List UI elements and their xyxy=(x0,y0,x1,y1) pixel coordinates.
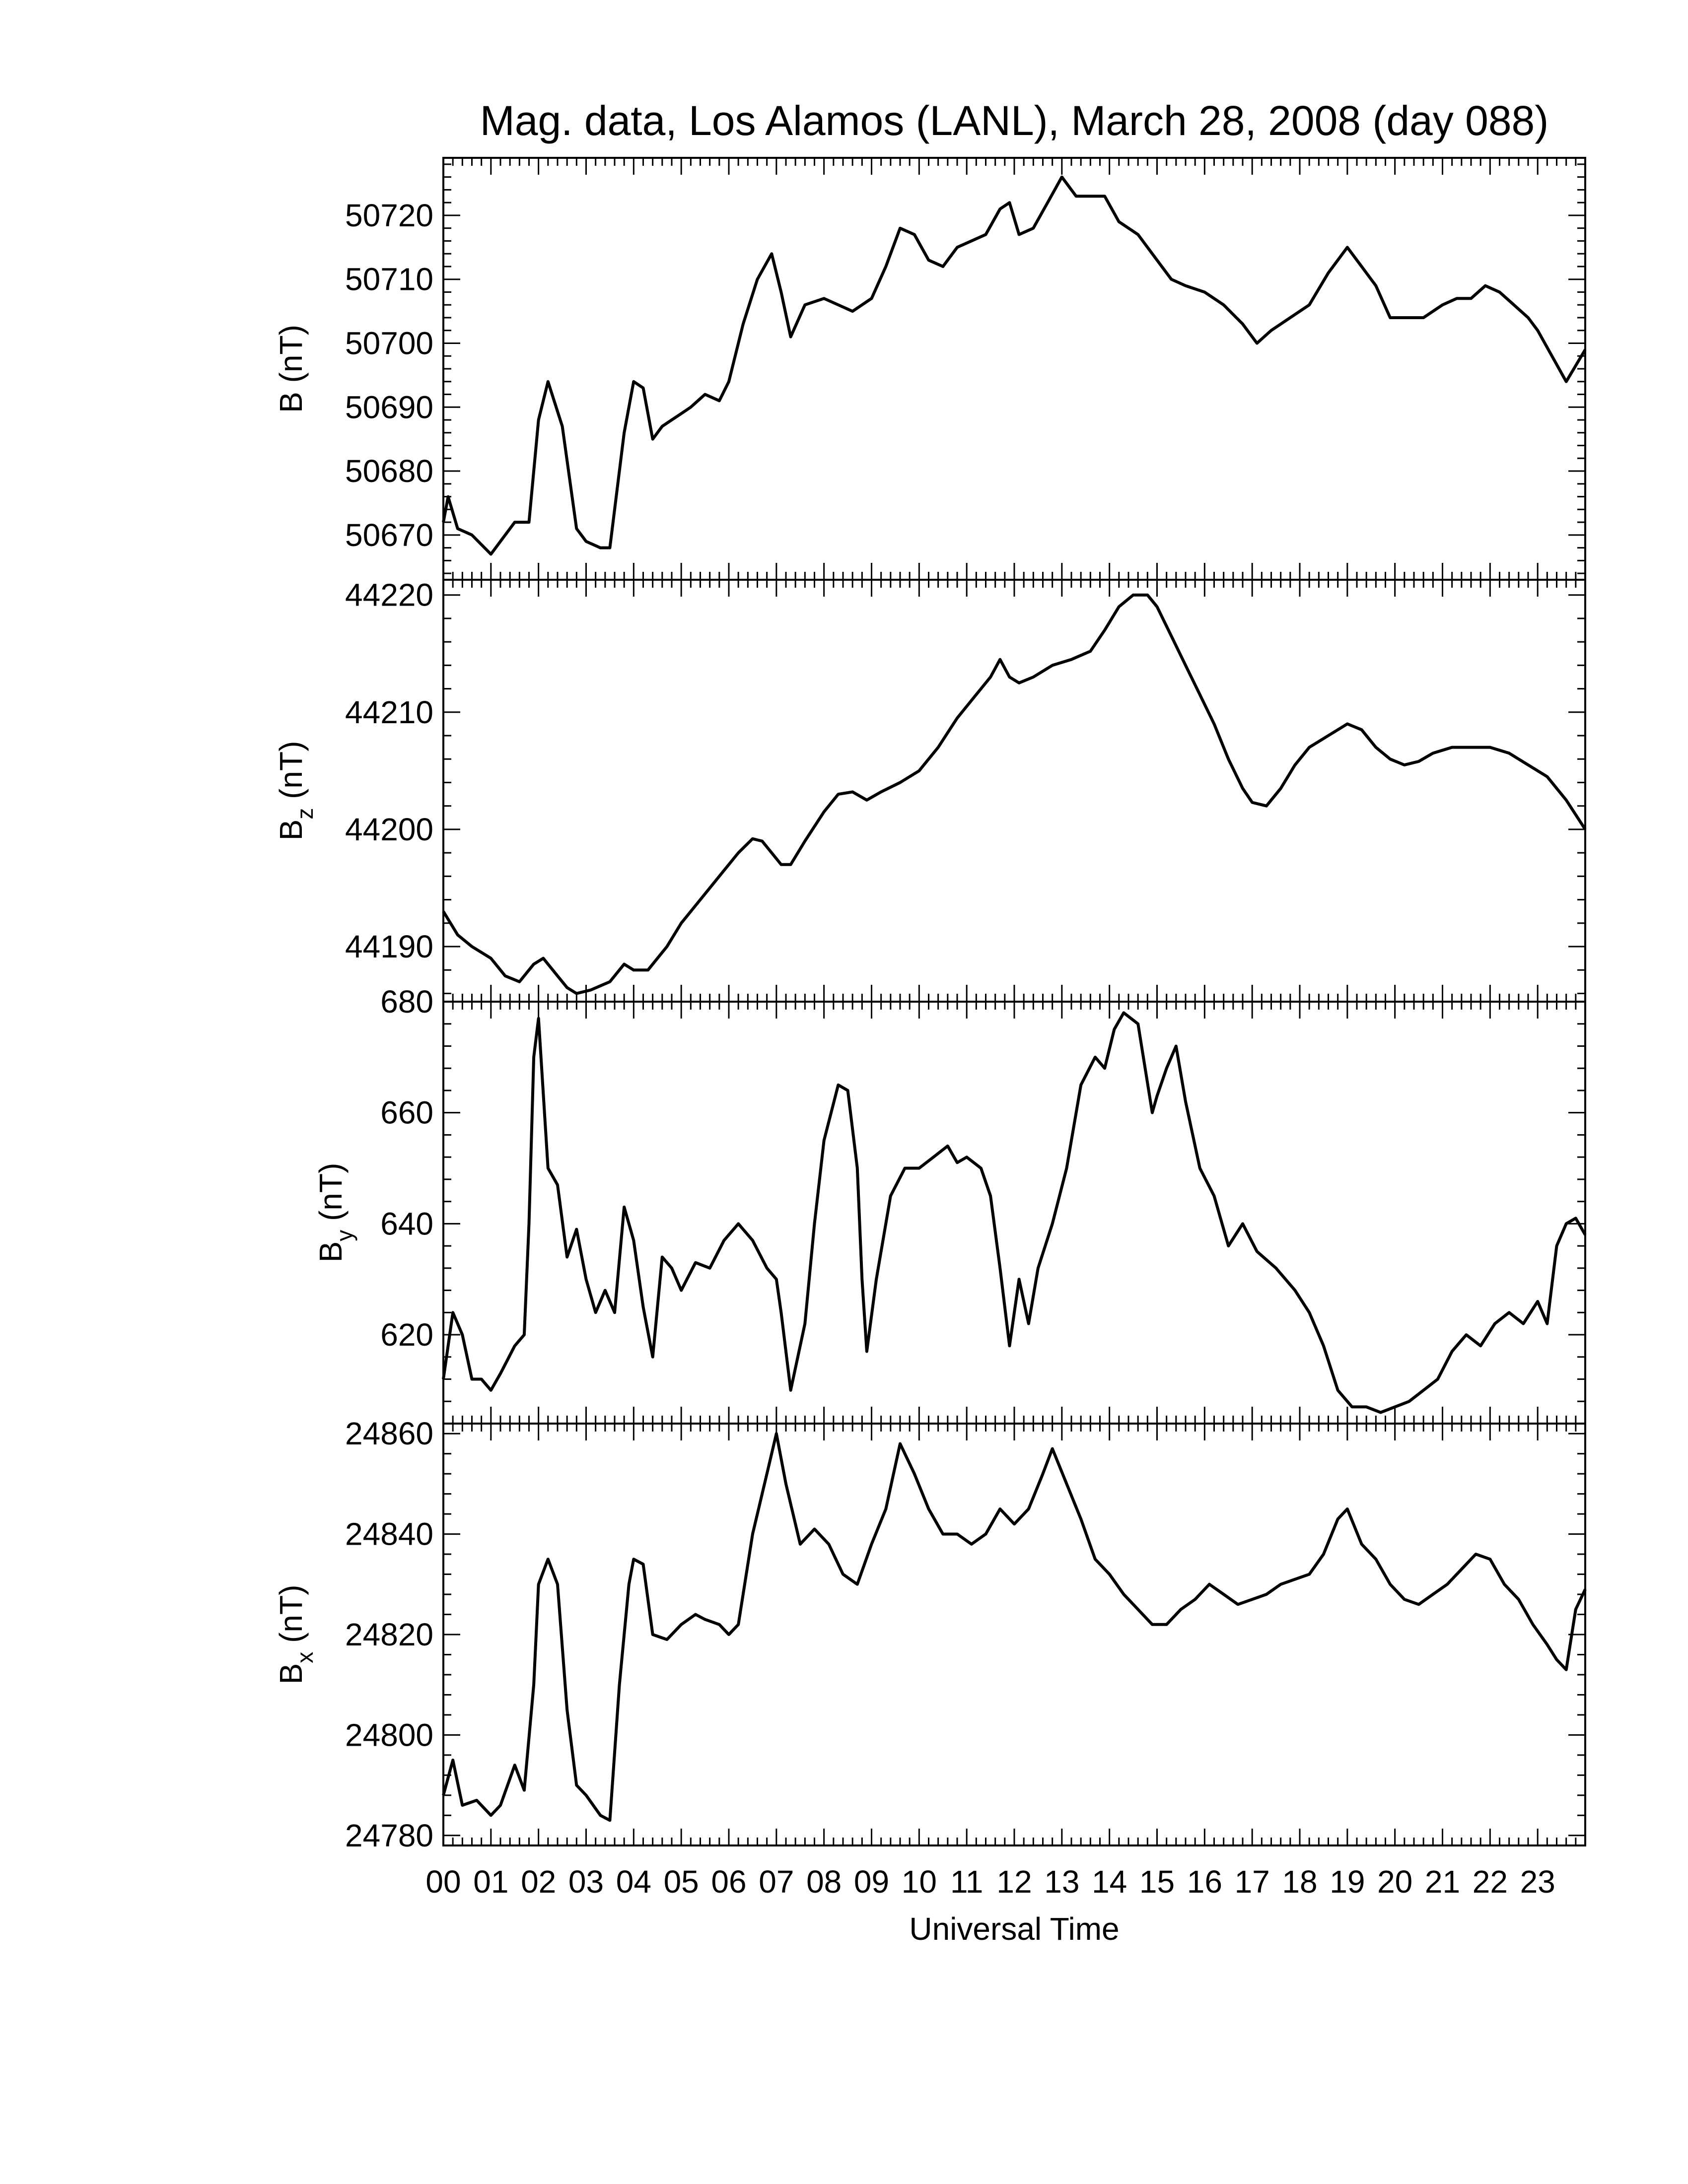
x-axis-label: Universal Time xyxy=(909,1911,1119,1947)
x-tick-label: 06 xyxy=(711,1864,746,1900)
y-tick-label: 50670 xyxy=(345,517,433,553)
data-line xyxy=(442,593,1587,995)
y-tick-label: 44200 xyxy=(345,812,433,847)
x-tick-labels: 00 01 02 03 04 05 06 07 08 09 10 11 12 13 14 15 16 17 18 19… xyxy=(425,1864,1555,1900)
y-tick-label: 24800 xyxy=(345,1717,433,1753)
x-tick-label: 04 xyxy=(616,1864,651,1900)
x-tick-label: 09 xyxy=(854,1864,889,1900)
x-tick-label: 22 xyxy=(1473,1864,1508,1900)
y-axis-label: B (nT) xyxy=(273,325,309,413)
x-tick-label: 01 xyxy=(473,1864,508,1900)
y-tick-label: 24780 xyxy=(345,1818,433,1853)
x-tick-label: 15 xyxy=(1139,1864,1175,1900)
x-tick-label: 08 xyxy=(806,1864,842,1900)
y-tick-label: 620 xyxy=(380,1317,433,1353)
x-tick-label: 18 xyxy=(1282,1864,1317,1900)
y-tick-label: 50710 xyxy=(345,262,433,297)
x-tick-label: 07 xyxy=(759,1864,794,1900)
x-tick-label: 11 xyxy=(950,1864,983,1900)
panel-2: 620 640 660 680 By (nT) xyxy=(313,984,1587,1425)
panel-frame xyxy=(442,579,1586,1003)
y-axis-label: Bx (nT) xyxy=(273,1585,318,1685)
y-tick-label: 680 xyxy=(380,984,433,1020)
panels: 50670 50680 50690 50700 50710 50720 B (nT) 4419… xyxy=(273,157,1587,1853)
panel-0: 50670 50680 50690 50700 50710 50720 B (nT) xyxy=(273,157,1587,581)
x-tick-label: 00 xyxy=(425,1864,461,1900)
x-tick-label: 13 xyxy=(1044,1864,1079,1900)
x-tick-label: 23 xyxy=(1520,1864,1555,1900)
x-tick-label: 20 xyxy=(1377,1864,1412,1900)
y-axis-label: By (nT) xyxy=(313,1163,357,1263)
y-tick-label: 44220 xyxy=(345,577,433,613)
y-tick-label: 24840 xyxy=(345,1516,433,1552)
y-tick-label: 24860 xyxy=(345,1416,433,1451)
y-tick-label: 44190 xyxy=(345,929,433,964)
x-tick-label: 02 xyxy=(521,1864,556,1900)
panel-1: 44190 44200 44210 44220 Bz (nT) xyxy=(273,577,1587,1003)
y-tick-label: 640 xyxy=(380,1206,433,1241)
data-line xyxy=(442,175,1587,556)
x-tick-label: 17 xyxy=(1235,1864,1270,1900)
data-line xyxy=(442,1432,1587,1822)
x-tick-label: 16 xyxy=(1187,1864,1222,1900)
x-tick-label: 19 xyxy=(1330,1864,1365,1900)
y-tick-label: 50720 xyxy=(345,198,433,233)
y-tick-label: 660 xyxy=(380,1095,433,1131)
y-tick-label: 50690 xyxy=(345,389,433,425)
y-tick-label: 50700 xyxy=(345,325,433,361)
x-tick-label: 12 xyxy=(996,1864,1032,1900)
panel-frame xyxy=(442,1001,1586,1425)
y-axis-label: Bz (nT) xyxy=(273,741,318,841)
x-tick-label: 21 xyxy=(1425,1864,1460,1900)
data-line xyxy=(442,1011,1587,1414)
y-tick-label: 44210 xyxy=(345,694,433,730)
x-tick-label: 10 xyxy=(902,1864,937,1900)
y-tick-label: 24820 xyxy=(345,1617,433,1652)
panel-frame xyxy=(442,1423,1586,1846)
y-tick-label: 50680 xyxy=(345,453,433,489)
x-tick-label: 03 xyxy=(568,1864,604,1900)
x-tick-label: 05 xyxy=(664,1864,699,1900)
panel-3: 24780 24800 24820 24840 24860 Bx (nT) xyxy=(273,1416,1587,1853)
x-tick-label: 14 xyxy=(1092,1864,1127,1900)
chart-title: Mag. data, Los Alamos (LANL), March 28, … xyxy=(480,97,1548,144)
